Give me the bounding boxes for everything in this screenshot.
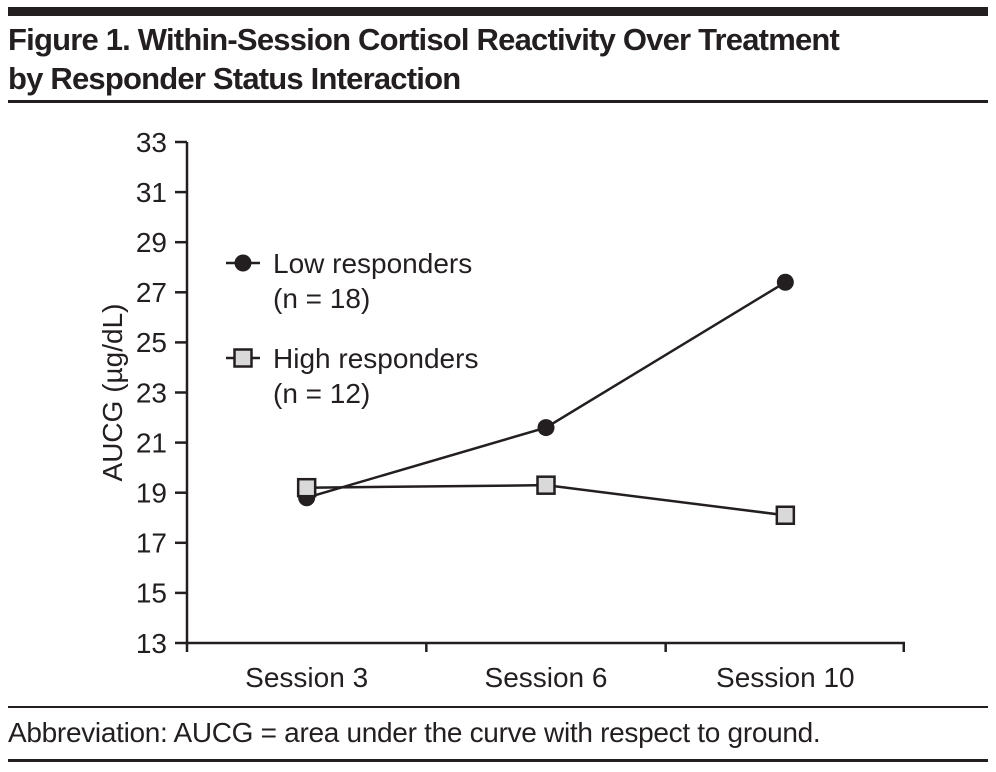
circle-marker-legend bbox=[234, 254, 252, 272]
title-rule bbox=[8, 100, 988, 103]
square-marker-high-responders bbox=[775, 505, 796, 525]
circle-marker-low-responders bbox=[537, 419, 555, 437]
legend-sublabel: (n = 18) bbox=[273, 283, 370, 314]
circle-marker-low-responders bbox=[776, 273, 794, 291]
chart-area: 13 15 17 19 21 23 25 27 29 31 33 Session 3 Session 6… bbox=[0, 115, 996, 701]
y-tick-label: 29 bbox=[136, 227, 167, 258]
square-marker-high-responders bbox=[296, 477, 317, 498]
chart-svg: 13 15 17 19 21 23 25 27 29 31 33 Session 3 Session 6… bbox=[97, 127, 905, 693]
title-bar bbox=[8, 7, 988, 16]
y-tick-label: 27 bbox=[136, 277, 167, 308]
y-tick-label: 25 bbox=[136, 327, 167, 358]
x-category-label: Session 10 bbox=[716, 662, 855, 693]
square-marker-legend bbox=[233, 348, 253, 368]
legend-label: Low responders bbox=[273, 248, 472, 279]
x-category-label: Session 3 bbox=[245, 662, 368, 693]
legend-item-high-responders: High responders (n = 12) bbox=[226, 343, 478, 409]
y-tick-label: 17 bbox=[136, 528, 167, 559]
y-tick-label: 15 bbox=[136, 578, 167, 609]
y-tick-label: 21 bbox=[136, 427, 167, 458]
figure-title-line2: by Responder Status Interaction bbox=[8, 61, 461, 96]
figure-title: Figure 1. Within-Session Cortisol Reacti… bbox=[8, 20, 992, 98]
legend-sublabel: (n = 12) bbox=[273, 378, 370, 409]
y-tick-label: 13 bbox=[136, 628, 167, 659]
x-category-label: Session 6 bbox=[485, 662, 608, 693]
y-tick-label: 33 bbox=[136, 127, 167, 158]
footnote-text: Abbreviation: AUCG = area under the curv… bbox=[8, 717, 821, 748]
y-axis-title: AUCG (µg/dL) bbox=[97, 304, 128, 482]
legend-label: High responders bbox=[273, 343, 478, 374]
y-tick-label: 31 bbox=[136, 177, 167, 208]
figure-title-line1: Figure 1. Within-Session Cortisol Reacti… bbox=[8, 22, 840, 57]
footnote-rule-top bbox=[8, 706, 988, 708]
footnote-rule-bottom bbox=[8, 759, 988, 762]
y-tick-label: 23 bbox=[136, 377, 167, 408]
square-marker-high-responders bbox=[536, 475, 556, 495]
series-line-low-responders bbox=[306, 281, 786, 499]
y-tick-label: 19 bbox=[136, 478, 167, 509]
legend-item-low-responders: Low responders (n = 18) bbox=[226, 248, 472, 314]
